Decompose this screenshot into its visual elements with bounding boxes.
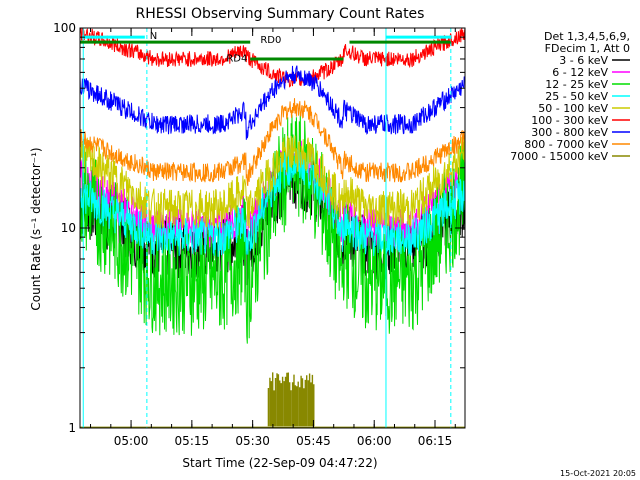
legend-label-2: 12 - 25 keV xyxy=(545,78,608,91)
footer-date: 15-Oct-2021 20:05 xyxy=(560,469,636,478)
axes: 05:00 05:15 05:30 05:45 06:00 06:15 1 10 100 xyxy=(53,21,466,448)
x-axis-label: Start Time (22-Sep-09 04:47:22) xyxy=(182,456,377,470)
annotation-2: RD0 xyxy=(260,35,281,46)
burst-spikes xyxy=(267,372,315,427)
x-tick-label-1: 05:15 xyxy=(175,434,210,448)
legend-label-3: 25 - 50 keV xyxy=(545,90,608,103)
series-line-6 xyxy=(79,65,466,140)
x-tick-label-5: 06:15 xyxy=(418,434,453,448)
legend-label-0: 3 - 6 keV xyxy=(559,54,608,67)
series-line-7 xyxy=(79,98,466,186)
y-tick-label-1: 10 xyxy=(61,221,76,235)
series-line-5 xyxy=(79,27,466,88)
legend: Det 1,3,4,5,6,9, FDecim 1, Att 0 3 - 6 k… xyxy=(510,30,630,163)
x-tick-label-4: 06:00 xyxy=(357,434,392,448)
legend-label-4: 50 - 100 keV xyxy=(538,102,608,115)
legend-label-5: 100 - 300 keV xyxy=(531,114,608,127)
legend-header-line-2: FDecim 1, Att 0 xyxy=(545,42,630,55)
x-tick-label-2: 05:30 xyxy=(235,434,270,448)
legend-label-1: 6 - 12 keV xyxy=(552,66,608,79)
annotation-1: RD4 xyxy=(226,54,247,65)
y-tick-label-0: 1 xyxy=(68,421,76,435)
y-tick-label-2: 100 xyxy=(53,21,76,35)
legend-header-line-1: Det 1,3,4,5,6,9, xyxy=(544,30,630,43)
legend-label-8: 7000 - 15000 keV xyxy=(510,150,608,163)
y-axis-label: Count Rate (s⁻¹ detector⁻¹) xyxy=(29,147,43,310)
legend-label-6: 300 - 800 keV xyxy=(531,126,608,139)
chart-title: RHESSI Observing Summary Count Rates xyxy=(136,6,425,22)
plot-area: N RD4 RD0 xyxy=(79,27,466,428)
legend-label-7: 800 - 7000 keV xyxy=(524,138,608,151)
x-tick-label-3: 05:45 xyxy=(296,434,331,448)
annotation-0: N xyxy=(150,31,157,42)
x-tick-label-0: 05:00 xyxy=(114,434,149,448)
series-line-4 xyxy=(79,135,466,229)
